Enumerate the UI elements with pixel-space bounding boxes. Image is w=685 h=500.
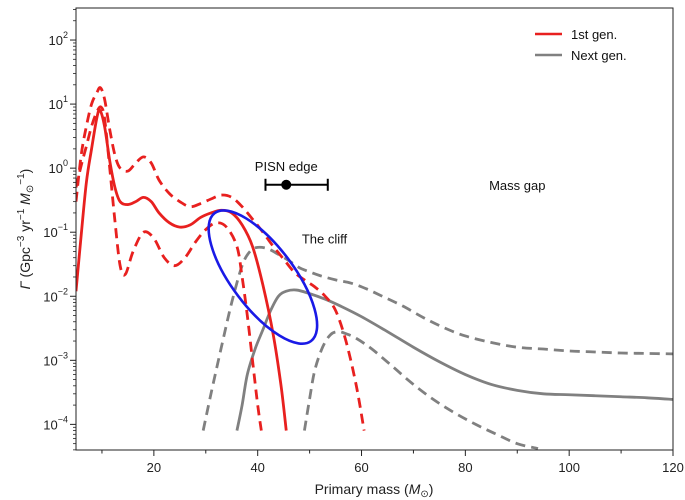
pisn-edge-label: PISN edge [255,159,318,174]
legend: 1st gen. Next gen. [535,27,627,63]
plot-frame [75,7,674,451]
cliff-label: The cliff [302,232,348,247]
x-tick-label: 40 [250,460,264,475]
legend-label-1st-gen: 1st gen. [571,27,617,42]
y-tick-label: 10−4 [43,414,68,432]
first-gen-lower-bound-line [76,105,263,431]
y-ticks: 10−4 10−3 10−2 10−1 100 101 102 [43,9,76,451]
mass-gap-label: Mass gap [489,178,545,193]
x-axis-label: Primary mass (M⊙) [315,481,434,500]
first-gen-upper-bound-line [76,86,366,431]
next-gen-median-line [235,288,673,431]
cliff-ellipse [207,209,319,345]
legend-label-next-gen: Next gen. [571,48,627,63]
x-tick-label: 20 [147,460,161,475]
x-ticks: 20 40 60 80 100 120 [101,450,684,475]
series-layer [76,86,673,450]
y-tick-label: 100 [49,158,68,176]
x-tick-label: 100 [558,460,580,475]
y-tick-label: 102 [49,30,68,48]
x-tick-label: 60 [354,460,368,475]
annotation-layer: The cliff PISN edge Mass gap [207,159,545,345]
y-tick-label: 10−3 [43,350,68,368]
first-gen-median-line [76,108,288,431]
y-tick-label: 101 [49,94,68,112]
pisn-edge-marker [281,179,292,190]
next-gen-upper-bound-line [201,245,673,431]
x-tick-label: 80 [458,460,472,475]
y-tick-label: 10−2 [43,286,68,304]
y-tick-label: 10−1 [43,222,68,240]
next-gen-lower-bound-line [303,330,539,450]
y-axis-label: Γ (Gpc−3 yr−1 M⊙−1) [16,169,36,290]
x-tick-label: 120 [662,460,684,475]
